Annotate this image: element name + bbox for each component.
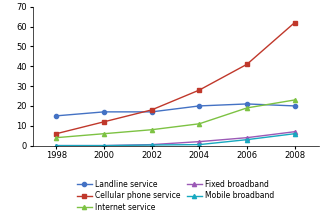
Internet service (293, 99, 297, 101)
Mobile broadband (245, 138, 249, 141)
Mobile broadband (54, 144, 58, 147)
Landline service (54, 114, 58, 117)
Line: Cellular phone service: Cellular phone service (54, 21, 297, 136)
Fixed broadband (293, 130, 297, 133)
Mobile broadband (102, 144, 106, 147)
Cellular phone service (102, 121, 106, 123)
Internet service (54, 136, 58, 139)
Fixed broadband (150, 143, 154, 146)
Fixed broadband (197, 140, 201, 143)
Mobile broadband (293, 132, 297, 135)
Line: Fixed broadband: Fixed broadband (54, 130, 297, 148)
Internet service (150, 128, 154, 131)
Landline service (150, 110, 154, 113)
Landline service (102, 110, 106, 113)
Fixed broadband (102, 144, 106, 147)
Landline service (293, 105, 297, 107)
Line: Internet service: Internet service (54, 98, 297, 140)
Line: Mobile broadband: Mobile broadband (54, 132, 297, 148)
Landline service (197, 105, 201, 107)
Internet service (197, 123, 201, 125)
Cellular phone service (54, 132, 58, 135)
Mobile broadband (150, 144, 154, 146)
Cellular phone service (293, 21, 297, 24)
Legend: Landline service, Cellular phone service, Internet service, Fixed broadband, Mob: Landline service, Cellular phone service… (77, 180, 274, 211)
Internet service (245, 107, 249, 109)
Mobile broadband (197, 143, 201, 146)
Cellular phone service (197, 89, 201, 91)
Internet service (102, 132, 106, 135)
Fixed broadband (245, 136, 249, 139)
Cellular phone service (245, 63, 249, 66)
Line: Landline service: Landline service (54, 102, 297, 118)
Landline service (245, 103, 249, 105)
Cellular phone service (150, 109, 154, 111)
Fixed broadband (54, 144, 58, 147)
